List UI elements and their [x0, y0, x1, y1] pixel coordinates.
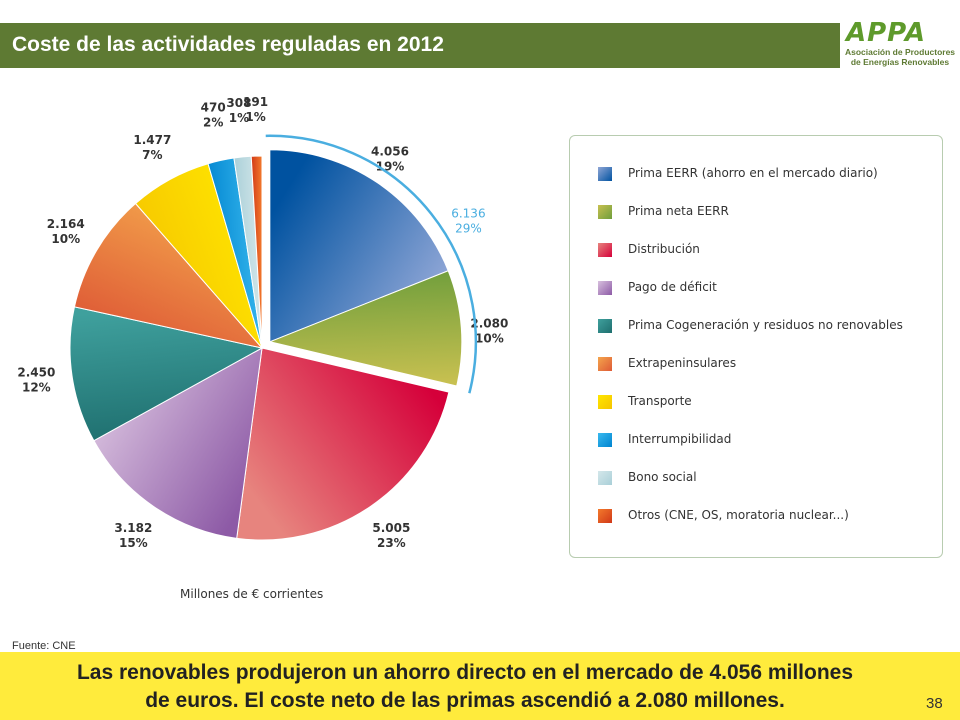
footer-message: Las renovables produjeron un ahorro dire…: [20, 659, 910, 715]
legend-swatch: [598, 357, 612, 371]
legend-label: Extrapeninsulares: [628, 356, 737, 370]
slice-label-prima-eerr-ahorro-en-el-mercado-diario: 4.056 19%: [371, 144, 409, 173]
legend-swatch: [598, 395, 612, 409]
pie-slice-prima-neta-eerr: [268, 270, 463, 387]
units-label: Millones de € corrientes: [180, 587, 324, 601]
legend-swatch: [598, 471, 612, 485]
chart-legend: Prima EERR (ahorro en el mercado diario)…: [569, 135, 943, 558]
legend-swatch: [598, 205, 612, 219]
logo-line-1: Asociación de Productores: [844, 47, 956, 57]
footer-banner: Las renovables produjeron un ahorro dire…: [0, 652, 960, 720]
legend-label: Distribución: [628, 242, 700, 256]
slice-label-extrapeninsulares: 2.164 10%: [47, 217, 85, 246]
pie-slice-extrapeninsulares: [73, 202, 264, 349]
pie-slice-distribucion: [236, 347, 450, 541]
page-title: Coste de las actividades reguladas en 20…: [12, 33, 444, 56]
slice-label-transporte: 1.477 7%: [133, 133, 171, 162]
source-note: Fuente: CNE: [12, 640, 76, 652]
group-annotation: 6.136 29%: [265, 134, 486, 394]
legend-swatch: [598, 509, 612, 523]
pie-slice-prima-cogeneracion-y-residuos-no-renovables: [69, 306, 264, 442]
logo-line-2: de Energías Renovables: [850, 57, 950, 67]
legend-label: Prima neta EERR: [628, 204, 729, 218]
legend-label: Bono social: [628, 470, 697, 484]
logo-subtitle: Asociación de Productores de Energías Re…: [842, 47, 958, 67]
logo-mark: APPA: [846, 18, 926, 48]
slice-label-pago-de-deficit: 3.182 15%: [114, 521, 152, 550]
legend-swatch: [598, 281, 612, 295]
footer-line-2: de euros. El coste neto de las primas as…: [145, 689, 785, 712]
pie-slice-prima-eerr-ahorro-en-el-mercado-diario: [269, 149, 449, 343]
pie-slice-otros-cne-os-moratoria-nuclear: [250, 155, 263, 349]
legend-swatch: [598, 433, 612, 447]
legend-swatch: [598, 243, 612, 257]
pie-chart: 4.056 19% 2.080 10% 5.005 23% 3.182 15% 2.450 12%…: [17, 95, 508, 550]
slice-label-prima-neta-eerr: 2.080 10%: [470, 316, 508, 345]
slice-label-otros-cne-os-moratoria-nuclear: 191 1%: [243, 95, 268, 124]
pie-slices: [69, 149, 463, 541]
appa-logo: APPA Asociación de Productores de Energí…: [842, 18, 958, 70]
legend-swatch: [598, 167, 612, 181]
title-bar: Coste de las actividades reguladas en 20…: [0, 23, 840, 68]
slice-label-distribucion: 5.005 23%: [372, 521, 410, 550]
footer-line-1: Las renovables produjeron un ahorro dire…: [76, 661, 854, 684]
pie-slice-pago-de-deficit: [93, 347, 263, 539]
legend-label: Prima EERR (ahorro en el mercado diario): [628, 166, 878, 180]
group-arc: [265, 134, 478, 394]
slice-label-bono-social: 308 1%: [226, 96, 251, 125]
slice-label-prima-cogeneracion-y-residuos-no-renovables: 2.450 12%: [17, 366, 55, 395]
legend-swatch: [598, 319, 612, 333]
legend-label: Prima Cogeneración y residuos no renovab…: [628, 318, 903, 332]
legend-label: Interrumpibilidad: [628, 432, 732, 446]
group-label: 6.136 29%: [451, 207, 485, 236]
slice-label-interrumpibilidad: 470 2%: [201, 100, 226, 129]
page-number: 38: [926, 695, 943, 712]
legend-label: Otros (CNE, OS, moratoria nuclear...): [628, 508, 849, 522]
legend-label: Transporte: [628, 394, 692, 408]
legend-label: Pago de déficit: [628, 280, 717, 294]
